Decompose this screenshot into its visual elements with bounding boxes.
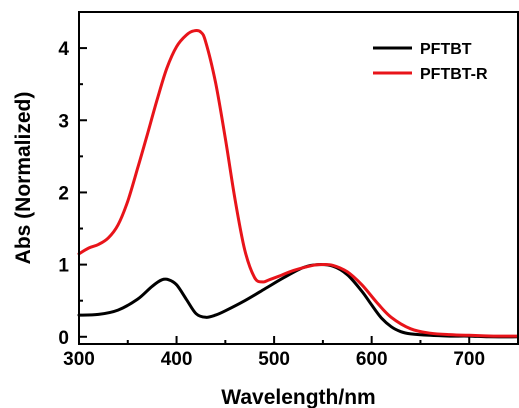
x-tick-label: 700: [453, 349, 485, 370]
y-tick-label: 2: [58, 183, 69, 204]
y-tick-label: 3: [58, 111, 69, 132]
legend-label: PFTBT: [420, 41, 472, 58]
series-line-pftbt-r: [77, 29, 519, 338]
x-tick-label: 300: [63, 349, 95, 370]
x-tick-label: 500: [258, 349, 290, 370]
tick-labels: 300 400 500 600 700 0 1 2 3 4: [58, 39, 485, 370]
series-line-pftbt: [77, 263, 519, 339]
x-tick-label: 400: [161, 349, 193, 370]
legend: PFTBT PFTBT-R: [373, 41, 488, 83]
y-tick-label: 0: [58, 328, 69, 349]
x-tick-label: 600: [356, 349, 388, 370]
y-axis-title: Abs (Normalized): [12, 92, 35, 265]
y-tick-label: 4: [58, 39, 69, 60]
legend-label: PFTBT-R: [420, 66, 488, 83]
x-axis-title: Wavelength/nm: [221, 386, 375, 408]
plot-frame: [78, 11, 519, 345]
y-tick-label: 1: [58, 256, 69, 277]
series-layer: [77, 29, 519, 339]
